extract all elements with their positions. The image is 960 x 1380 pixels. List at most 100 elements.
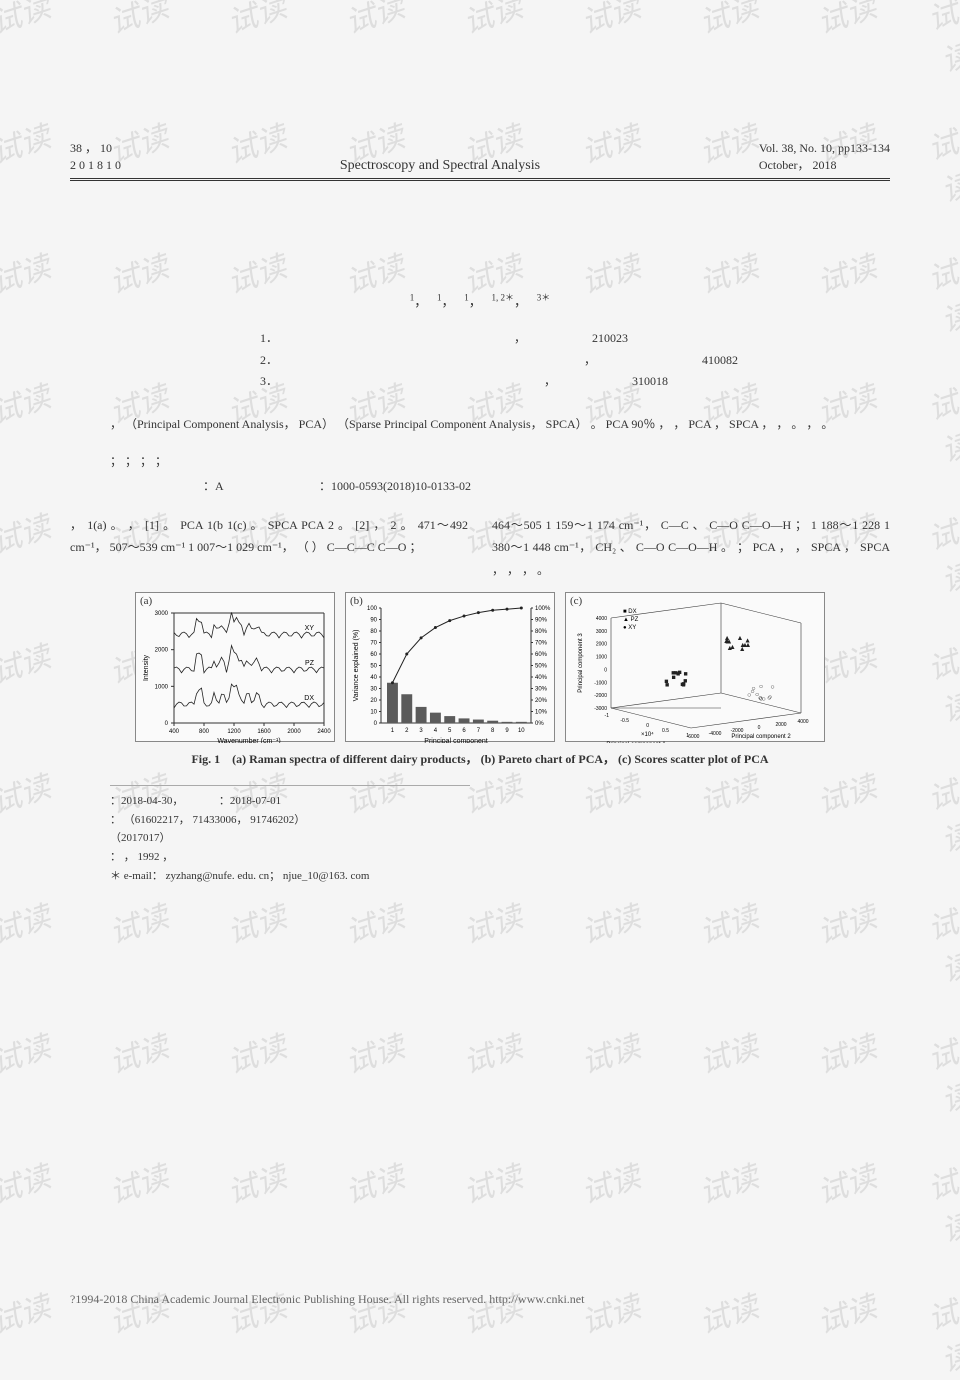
- svg-text:400: 400: [169, 729, 180, 735]
- svg-text:60: 60: [370, 652, 377, 658]
- svg-text:DX: DX: [304, 695, 314, 702]
- author3: 1，: [464, 294, 488, 309]
- svg-text:2000: 2000: [596, 642, 607, 648]
- svg-text:Intensity: Intensity: [143, 654, 150, 681]
- svg-text:Principal component: Principal component: [424, 738, 487, 743]
- svg-text:■ DX: ■ DX: [623, 609, 637, 615]
- svg-text:40: 40: [370, 675, 377, 681]
- svg-text:Wavenumber (cm⁻¹): Wavenumber (cm⁻¹): [217, 738, 280, 743]
- svg-text:1600: 1600: [257, 729, 271, 735]
- author2: 1，: [437, 294, 461, 309]
- svg-text:8: 8: [491, 728, 495, 734]
- svg-text:2000: 2000: [287, 729, 301, 735]
- svg-text:-3000: -3000: [594, 706, 607, 712]
- svg-text:PZ: PZ: [305, 660, 315, 667]
- svg-text:4: 4: [434, 728, 438, 734]
- svg-text:0: 0: [646, 723, 649, 729]
- svg-text:-4000: -4000: [709, 731, 722, 737]
- svg-text:70: 70: [370, 640, 377, 646]
- svg-text:3000: 3000: [155, 611, 169, 617]
- svg-text:0.5: 0.5: [662, 728, 669, 734]
- svg-text:○: ○: [770, 684, 774, 691]
- header-left: 38 ， 10 2 0 1 8 1 0: [70, 140, 121, 174]
- svg-text:Principal component 3: Principal component 3: [578, 633, 584, 693]
- fig-b-label: (b): [350, 595, 363, 607]
- footnote-funding: ： （61602217， 71433006， 91746202）: [110, 811, 470, 830]
- svg-text:3: 3: [419, 728, 423, 734]
- journal-title: Spectroscopy and Spectral Analysis: [121, 158, 759, 174]
- svg-text:Variance explained (%): Variance explained (%): [353, 629, 360, 701]
- svg-text:2000: 2000: [155, 648, 169, 654]
- svg-text:10: 10: [370, 709, 377, 715]
- body-columns: ， 1(a) 。 ， [1] 。 PCA 1(b 1(c) 。 SPCA PCA: [70, 514, 890, 582]
- page-header: 38 ， 10 2 0 1 8 1 0 Spectroscopy and Spe…: [70, 140, 890, 181]
- svg-text:7: 7: [477, 728, 481, 734]
- svg-text:Principal component 2: Principal component 2: [731, 734, 791, 740]
- svg-text:800: 800: [199, 729, 210, 735]
- svg-text:■: ■: [678, 669, 682, 676]
- figure-b: (b) 01020304050607080901000%10%20%30%40%…: [345, 592, 555, 742]
- svg-text:20: 20: [370, 698, 377, 704]
- svg-text:○: ○: [759, 684, 763, 691]
- footnote-grant: （2017017）: [110, 829, 470, 848]
- svg-text:100: 100: [367, 606, 378, 612]
- affil-1: 1． ， 210023: [260, 328, 890, 350]
- svg-text:1200: 1200: [227, 729, 241, 735]
- svg-text:0: 0: [758, 725, 761, 731]
- figure-c: (c) -3000-2000-100001000200030004000-1-0…: [565, 592, 825, 742]
- svg-text:×10⁴: ×10⁴: [641, 731, 654, 738]
- figure-a: (a) 40080012001600200024000100020003000W…: [135, 592, 335, 742]
- raman-spectra-chart: 40080012001600200024000100020003000Waven…: [136, 593, 336, 743]
- svg-text:-6000: -6000: [687, 734, 700, 740]
- right-column: 464～505 1 159～1 174 cm⁻¹， C—C 、 C—O C—O—…: [492, 514, 890, 582]
- svg-text:0: 0: [374, 721, 378, 727]
- svg-text:1: 1: [391, 728, 395, 734]
- svg-text:○: ○: [755, 691, 759, 698]
- svg-text:0: 0: [165, 721, 169, 727]
- svg-text:-2000: -2000: [594, 693, 607, 699]
- svg-text:4000: 4000: [797, 719, 808, 725]
- svg-text:■: ■: [664, 679, 668, 686]
- left-column: ， 1(a) 。 ， [1] 。 PCA 1(b 1(c) 。 SPCA PCA: [70, 514, 468, 582]
- page-content: 38 ， 10 2 0 1 8 1 0 Spectroscopy and Spe…: [70, 140, 890, 885]
- svg-text:Principal component 1: Principal component 1: [606, 742, 666, 743]
- svg-text:50: 50: [370, 663, 377, 669]
- footnote-dates: ：2018-04-30， ：2018-07-01: [110, 792, 470, 811]
- author-line: 1， 1， 1， 1, 2＊， 3＊: [70, 291, 890, 310]
- svg-text:0: 0: [604, 667, 607, 673]
- svg-text:9: 9: [505, 728, 509, 734]
- svg-text:4000: 4000: [596, 616, 607, 622]
- svg-text:■: ■: [672, 675, 676, 682]
- svg-text:■: ■: [680, 682, 684, 689]
- svg-text:0%: 0%: [535, 721, 544, 727]
- affiliations: 1． ， 210023 2． ， 410082 3． ， 310018: [260, 328, 890, 393]
- svg-text:50%: 50%: [535, 663, 548, 669]
- author5: 3＊: [537, 294, 551, 309]
- affil-3: 3． ， 310018: [260, 371, 890, 393]
- svg-text:▲: ▲: [744, 637, 751, 644]
- svg-text:○: ○: [768, 694, 772, 701]
- svg-text:■: ■: [683, 671, 687, 678]
- svg-text:3000: 3000: [596, 629, 607, 635]
- svg-text:10: 10: [518, 728, 525, 734]
- svg-text:▲ PZ: ▲ PZ: [623, 617, 639, 623]
- svg-text:80%: 80%: [535, 629, 548, 635]
- article-id: ：1000-0593(2018)10-0133-02: [319, 479, 471, 493]
- svg-text:90: 90: [370, 617, 377, 623]
- footnotes: ：2018-04-30， ：2018-07-01 ： （61602217， 71…: [110, 785, 470, 885]
- footnote-author: ： ， 1992 ，: [110, 848, 470, 867]
- vol-line2: 2 0 1 8 1 0: [70, 157, 121, 174]
- svg-text:2: 2: [405, 728, 409, 734]
- svg-text:XY: XY: [305, 625, 315, 632]
- keywords-line: ； ； ； ；: [110, 452, 850, 469]
- svg-text:○: ○: [759, 696, 763, 703]
- pareto-chart: 01020304050607080901000%10%20%30%40%50%6…: [346, 593, 556, 743]
- svg-text:30: 30: [370, 686, 377, 692]
- vol-line1: 38 ， 10: [70, 140, 121, 157]
- svg-text:60%: 60%: [535, 652, 548, 658]
- author4: 1, 2＊，: [492, 294, 534, 309]
- svg-text:1000: 1000: [596, 654, 607, 660]
- svg-text:20%: 20%: [535, 698, 548, 704]
- right-line1: Vol. 38, No. 10, pp133-134: [759, 140, 890, 157]
- svg-text:-1: -1: [605, 713, 610, 719]
